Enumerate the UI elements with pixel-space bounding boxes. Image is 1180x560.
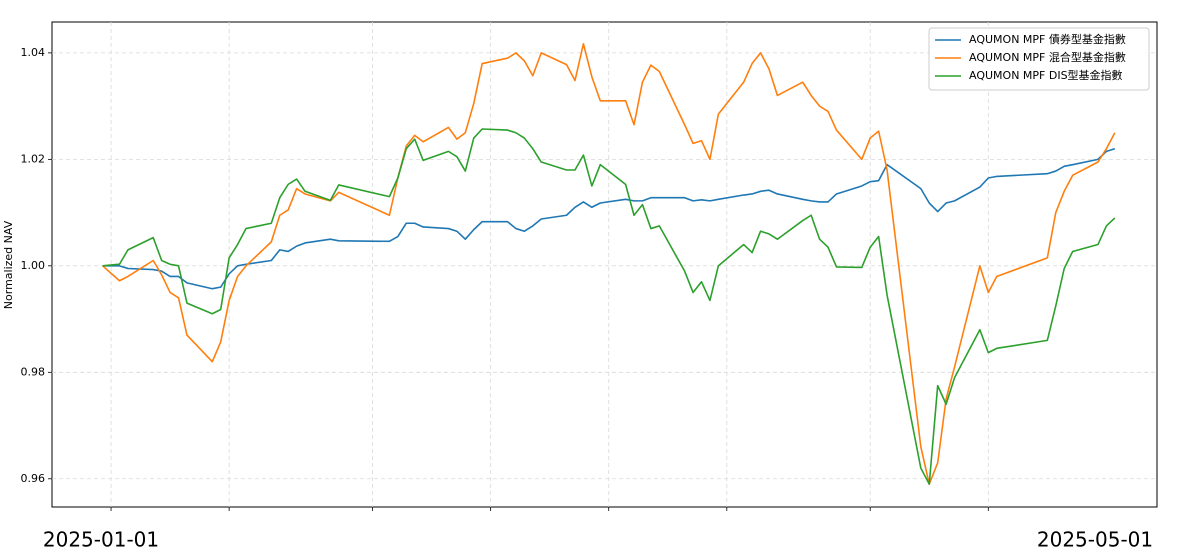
- x-edge-label: 2025-05-01: [1037, 528, 1153, 552]
- legend-box: [928, 27, 1150, 91]
- series-line: [102, 147, 1116, 290]
- legend-label: AQUMON MPF 混合型基金指數: [969, 50, 1126, 64]
- y-tick-label: 1.02: [21, 152, 46, 165]
- y-tick-label: 1.04: [21, 46, 46, 59]
- legend-label: AQUMON MPF 債券型基金指數: [969, 32, 1126, 46]
- legend-label: AQUMON MPF DIS型基金指數: [969, 68, 1123, 82]
- y-tick-label: 0.96: [21, 472, 46, 485]
- y-tick-label: 1.00: [21, 259, 46, 272]
- plot-frame: [51, 21, 1158, 508]
- x-edge-label: 2025-01-01: [43, 528, 159, 552]
- series-line: [102, 128, 1116, 485]
- y-tick-label: 0.98: [21, 365, 46, 378]
- y-axis-label: Normalized NAV: [2, 220, 15, 309]
